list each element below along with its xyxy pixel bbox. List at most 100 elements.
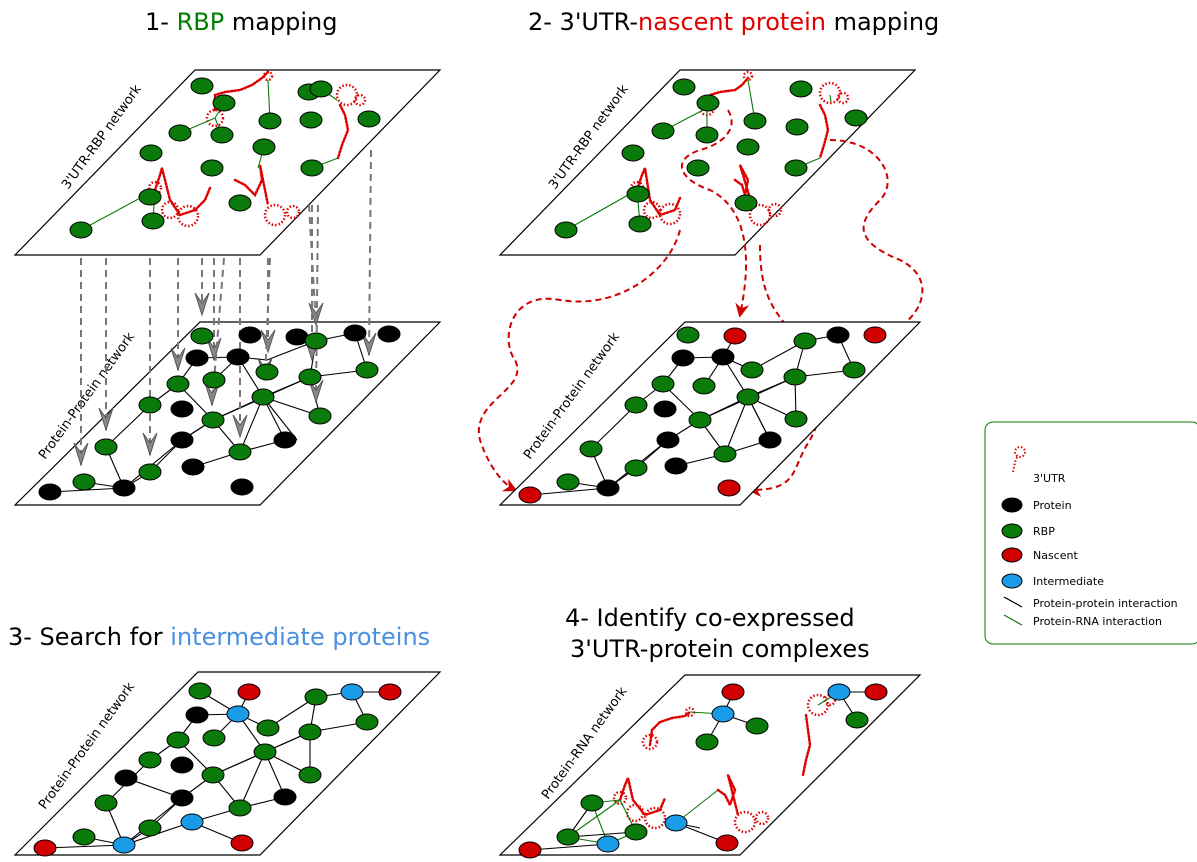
panel2-ppi-node [624, 459, 648, 477]
panel2-ppi-node [653, 400, 677, 418]
panel2-rbp-node [651, 122, 675, 140]
panel1-rbp-node [299, 111, 323, 129]
panel3-ppi-node [138, 819, 162, 837]
panel1-ppi-node [228, 443, 252, 461]
mapping-line [368, 149, 372, 356]
mapping-line [315, 204, 319, 403]
panel1-rbp-node [258, 112, 282, 130]
panel2-ppi-node [596, 479, 620, 497]
panel2-rbp-node [743, 112, 767, 130]
panel2-ppi-node [688, 411, 712, 429]
panel3-ppi-node [304, 688, 328, 706]
panel1-rbp-node [252, 138, 276, 156]
panel2-title: 2- 3'UTR-nascent protein mapping [528, 8, 939, 36]
panel3-ppi-node [114, 769, 138, 787]
mapping-arrowhead [232, 414, 248, 439]
interaction-edge [105, 404, 151, 448]
legend-line-icon [1003, 596, 1023, 608]
panel2-ppi-node [579, 440, 603, 458]
legend-utr-loop [1014, 446, 1026, 458]
legend-label: Protein [1033, 499, 1072, 512]
panel2-ppi-node [624, 396, 648, 414]
panel3-ppi-node [273, 788, 297, 806]
panel1-ppi-node [170, 400, 194, 418]
panel3-ppi-node [256, 719, 280, 737]
panel3-ppi-node [72, 828, 96, 846]
panel1-ppi-node [94, 438, 118, 456]
panel1-ppi-node [201, 411, 225, 429]
interaction-edge [239, 396, 264, 453]
utr-loop [748, 203, 772, 227]
panel3-ppi-node [340, 683, 364, 701]
utr-loop [612, 790, 628, 806]
panel2-ppi-node [518, 486, 542, 504]
panel1-ppi-node [138, 463, 162, 481]
nascent-mapping-arrow [680, 109, 750, 318]
panel2-ppi-node [758, 431, 782, 449]
panel2-rbp-node [695, 126, 719, 144]
panel2-rbp-node [626, 185, 650, 203]
interaction-edge [829, 94, 832, 103]
panel3-ppi-node [237, 683, 261, 701]
panel3-ppi-node [170, 789, 194, 807]
utr-stem [233, 164, 270, 207]
panel2-rbp-node [785, 118, 809, 136]
panel4-utr-2 [801, 693, 837, 777]
panel3-ppi-node [33, 839, 57, 857]
legend-node-icon [1001, 573, 1023, 589]
panel3-ppi-node [226, 705, 250, 723]
panel4-node [745, 717, 769, 735]
utr-stem [213, 70, 270, 112]
panel1-rbp-node [168, 124, 192, 142]
panel3-ppi-plane [13, 671, 442, 856]
panel4-node [721, 683, 745, 701]
utr-stem [733, 164, 754, 207]
panel2-ppi-node [713, 445, 737, 463]
panel1-ppi-node [304, 332, 328, 350]
panel1-rbp-node [210, 126, 234, 144]
nascent-mapping-arrow [829, 139, 924, 335]
mapping-arrowhead [170, 347, 186, 372]
panel1-ppi-node [343, 324, 367, 342]
mapping-arrowhead [142, 432, 158, 457]
utr-stem [336, 103, 350, 160]
panel1-ppi-node [298, 368, 322, 386]
panel2-ppi-node [664, 457, 688, 475]
panel4-title-line1: 4- Identify co-expressed [565, 604, 855, 632]
panel1-rbp-node [228, 194, 252, 212]
mapping-arrowhead [194, 292, 210, 317]
legend-utr-icon [1012, 454, 1019, 473]
legend-label: Protein-RNA interaction [1033, 615, 1162, 628]
panel1-ppi-node [230, 478, 254, 496]
mapping-line [264, 257, 271, 381]
panel1-ppi-node [72, 473, 96, 491]
panel1-utr-1 [205, 70, 274, 128]
interaction-edge [529, 843, 609, 851]
panel4-node [596, 835, 620, 853]
panel3-ppi-node [228, 799, 252, 817]
utr-loop [806, 693, 830, 717]
utr-stem [801, 713, 812, 777]
utr-loop [818, 81, 842, 105]
panel3-ppi-node [298, 766, 322, 784]
mapping-arrowhead [98, 407, 114, 432]
panel1-ppi-node [185, 349, 209, 367]
legend-item-intermediate: Intermediate [1001, 573, 1104, 589]
panel2-ppi-node [793, 332, 817, 350]
panel4-node [827, 683, 851, 701]
utr-loop [658, 202, 682, 226]
panel1-utr-3 [147, 163, 212, 228]
utr-stem [818, 103, 830, 160]
panel2-rbp-node [686, 159, 710, 177]
legend: 3'UTR Protein RBP Nascent Intermediate Protei… [984, 421, 1197, 645]
legend-item-3-utr: 3'UTR [1012, 446, 1066, 485]
panel1-ppi-node [251, 388, 275, 406]
panel2-rbp-node [844, 109, 868, 127]
panel3-ppi-node [201, 766, 225, 784]
panel2-rbp-node [672, 78, 696, 96]
panel2-ppi-node [671, 349, 695, 367]
interaction-edge [567, 799, 621, 838]
panel2-ppi-node [656, 431, 680, 449]
panel2-ppi-node [723, 327, 747, 345]
